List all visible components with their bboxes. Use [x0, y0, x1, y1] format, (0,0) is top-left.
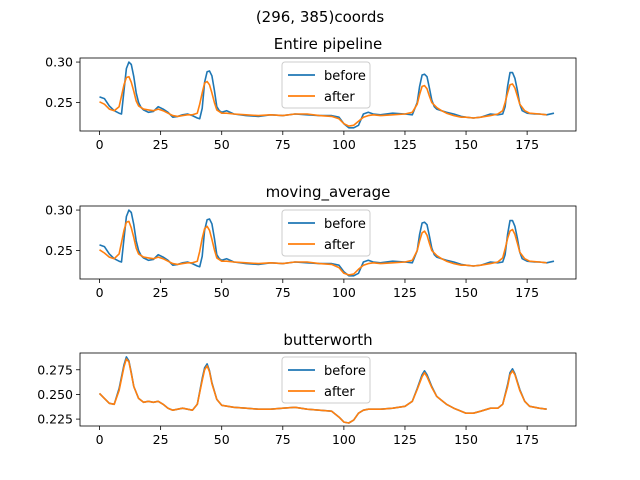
y-tick-label-moving-average: 0.30	[45, 203, 73, 218]
x-tick-label-entire-pipeline: 150	[454, 137, 478, 152]
panels-container: Entire pipeline 0 25 50 75 100 125 150 175 0.25 0.…	[37, 35, 577, 447]
legend-label-before-moving-average: before	[324, 217, 366, 232]
x-tick-label-entire-pipeline: 175	[515, 137, 539, 152]
x-tick-label-moving-average: 50	[214, 285, 230, 300]
legend-entire-pipeline: before after	[281, 61, 371, 109]
panel-butterworth: butterworth 0 25 50 75 100 125 150 175 0.225 0.250…	[37, 331, 577, 447]
x-tick-label-butterworth: 25	[153, 432, 169, 447]
figure-suptitle: (296, 385)coords	[256, 8, 385, 26]
x-tick-label-butterworth: 0	[96, 432, 104, 447]
axes-frame-moving-average	[79, 205, 577, 280]
y-tick-label-entire-pipeline: 0.25	[45, 95, 73, 110]
axes-frame-entire-pipeline	[79, 57, 577, 132]
legend-label-after-moving-average: after	[324, 238, 355, 253]
x-tick-label-entire-pipeline: 25	[153, 137, 169, 152]
x-tick-label-butterworth: 125	[393, 432, 417, 447]
panel-entire-pipeline: Entire pipeline 0 25 50 75 100 125 150 175 0.25 0.…	[45, 35, 577, 152]
y-tick-label-butterworth: 0.275	[37, 362, 73, 377]
x-tick-label-entire-pipeline: 100	[332, 137, 356, 152]
x-tick-label-entire-pipeline: 75	[275, 137, 291, 152]
y-tick-label-butterworth: 0.250	[37, 387, 73, 402]
x-tick-label-moving-average: 175	[515, 285, 539, 300]
x-tick-label-butterworth: 75	[275, 432, 291, 447]
x-tick-label-entire-pipeline: 0	[96, 137, 104, 152]
x-tick-label-entire-pipeline: 125	[393, 137, 417, 152]
x-tick-label-butterworth: 150	[454, 432, 478, 447]
legend-label-after-entire-pipeline: after	[324, 90, 355, 105]
series-line-after-entire-pipeline	[99, 75, 547, 127]
axes-frame-butterworth	[79, 352, 577, 427]
panel-title-moving-average: moving_average	[266, 183, 391, 202]
x-tick-label-butterworth: 175	[515, 432, 539, 447]
series-line-after-butterworth	[98, 358, 547, 424]
panel-title-entire-pipeline: Entire pipeline	[274, 35, 382, 53]
panel-moving-average: moving_average 0 25 50 75 100 125 150 175 0.25 0.3…	[45, 183, 577, 300]
x-tick-label-entire-pipeline: 50	[214, 137, 230, 152]
y-tick-label-moving-average: 0.25	[45, 243, 73, 258]
legend-label-before-butterworth: before	[324, 364, 366, 379]
x-tick-label-butterworth: 100	[332, 432, 356, 447]
legend-label-before-entire-pipeline: before	[324, 69, 366, 84]
x-tick-label-butterworth: 50	[214, 432, 230, 447]
y-tick-label-entire-pipeline: 0.30	[45, 55, 73, 70]
legend-moving-average: before after	[281, 209, 371, 257]
series-line-after-moving-average	[99, 220, 547, 276]
x-tick-label-moving-average: 25	[153, 285, 169, 300]
x-tick-label-moving-average: 75	[275, 285, 291, 300]
x-tick-label-moving-average: 0	[96, 285, 104, 300]
legend-butterworth: before after	[281, 356, 371, 404]
x-tick-label-moving-average: 150	[454, 285, 478, 300]
series-group-entire-pipeline	[99, 61, 555, 129]
x-tick-label-moving-average: 125	[393, 285, 417, 300]
panel-title-butterworth: butterworth	[283, 331, 372, 349]
y-tick-label-butterworth: 0.225	[37, 412, 73, 427]
x-tick-label-moving-average: 100	[332, 285, 356, 300]
legend-label-after-butterworth: after	[324, 385, 355, 400]
series-group-moving-average	[99, 209, 555, 277]
series-group-butterworth	[98, 356, 547, 424]
